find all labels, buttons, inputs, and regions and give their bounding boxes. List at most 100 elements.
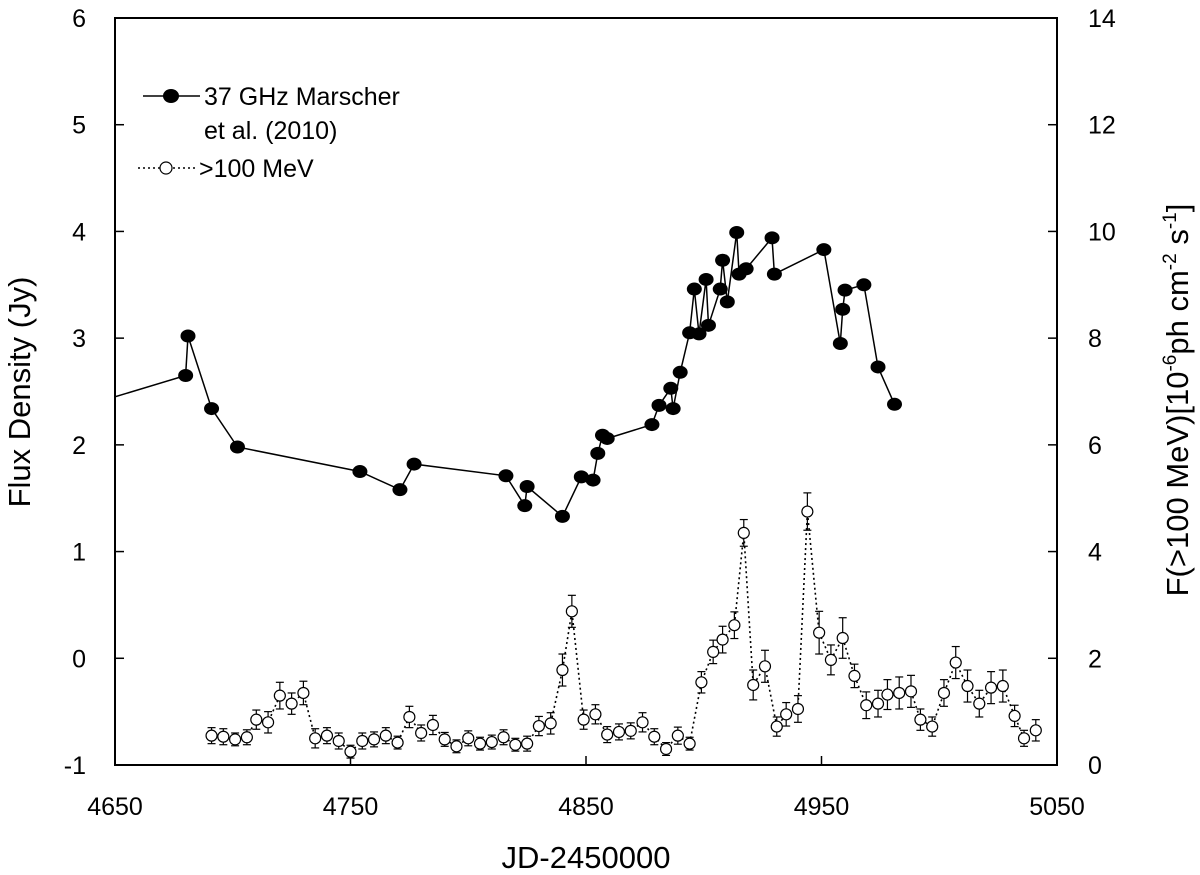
- gamma-point: [217, 730, 230, 743]
- axis-ticks: [114, 17, 1058, 766]
- radio-point: [729, 225, 745, 239]
- gamma-point: [309, 732, 322, 745]
- gamma-point: [836, 631, 849, 645]
- gamma-point: [532, 719, 546, 733]
- right-tick-label: 14: [1088, 5, 1116, 33]
- right-axis-title: F(>100 MeV)[10-6ph cm-2 s-1]: [1160, 204, 1195, 597]
- radio-point: [665, 402, 681, 416]
- radio-point: [686, 282, 702, 296]
- gamma-point: [391, 736, 404, 749]
- gamma-point: [904, 685, 918, 698]
- gamma-point: [648, 730, 661, 743]
- right-tick-label: 10: [1088, 218, 1116, 246]
- radio-point: [816, 243, 832, 257]
- gamma-point: [881, 688, 894, 701]
- gamma-point: [824, 653, 838, 666]
- gamma-point: [1017, 732, 1031, 745]
- gamma-point: [871, 697, 885, 710]
- gamma-point: [240, 731, 253, 744]
- gamma-point: [949, 656, 962, 669]
- gamma-point: [521, 737, 534, 750]
- legend-radio-label-1: 37 GHz Marscher: [204, 83, 400, 111]
- gamma-point: [659, 742, 673, 756]
- gamma-point: [356, 734, 369, 748]
- right-tick-label: 4: [1088, 539, 1102, 567]
- legend-gamma-label: >100 MeV: [199, 155, 314, 183]
- radio-point: [352, 465, 368, 479]
- gamma-point: [450, 740, 463, 753]
- gamma-point: [893, 686, 906, 700]
- left-tick-label: -1: [64, 752, 86, 780]
- gamma-point: [707, 645, 720, 658]
- gamma-point: [229, 733, 242, 746]
- gamma-point: [1008, 709, 1021, 723]
- right-axis-title-part2: ph cm: [1160, 270, 1195, 354]
- gamma-point: [612, 725, 626, 739]
- gamma-point: [860, 699, 873, 712]
- radio-point: [870, 360, 886, 374]
- gamma-point: [344, 745, 357, 758]
- radio-point: [837, 283, 853, 297]
- gamma-point: [1029, 724, 1042, 737]
- gamma-point: [780, 708, 793, 721]
- radio-point: [180, 329, 196, 343]
- gamma-point: [320, 729, 334, 742]
- radio-point: [651, 398, 667, 412]
- gamma-point: [589, 708, 602, 721]
- radio-point: [229, 440, 245, 454]
- radio-point: [856, 278, 872, 292]
- x-tick-label: 4750: [323, 793, 379, 821]
- gamma-point: [961, 679, 974, 693]
- gamma-point: [671, 729, 684, 742]
- gamma-point: [636, 716, 649, 729]
- gamma-point: [577, 713, 590, 726]
- radio-point: [712, 282, 728, 296]
- gamma-point: [716, 633, 729, 646]
- right-tick-label: 2: [1088, 645, 1102, 673]
- radio-point: [663, 381, 679, 395]
- radio-point: [498, 469, 514, 483]
- gamma-point: [937, 686, 951, 700]
- radio-point: [835, 302, 851, 316]
- radio-point: [204, 402, 220, 416]
- left-axis-title: Flux Density (Jy): [2, 277, 37, 508]
- radio-point: [738, 262, 754, 276]
- gamma-point: [497, 731, 510, 744]
- radio-point: [644, 418, 660, 432]
- gamma-ray-series: [205, 492, 1042, 759]
- radio-point: [554, 509, 570, 523]
- gamma-point: [848, 669, 861, 682]
- gamma-point: [770, 720, 783, 733]
- radio-point: [672, 365, 688, 379]
- radio-point: [700, 318, 716, 332]
- gamma-point: [791, 702, 805, 716]
- left-tick-label: 6: [72, 5, 86, 33]
- radio-point: [764, 231, 780, 245]
- radio-point: [517, 499, 533, 513]
- left-tick-label: 2: [72, 432, 86, 460]
- legend-gamma-marker: [159, 161, 173, 175]
- radio-point: [590, 446, 606, 460]
- gamma-point: [973, 697, 986, 710]
- gamma-point: [297, 686, 310, 700]
- x-axis-title: JD-2450000: [502, 840, 671, 875]
- right-axis-title-exp2: -2: [1160, 253, 1181, 270]
- right-axis-tick-labels: 0 2 4 6 8 10 12 14: [1088, 5, 1116, 780]
- x-tick-label: 4850: [558, 793, 614, 821]
- gamma-ray-line: [211, 511, 1037, 753]
- radio-point: [887, 397, 903, 411]
- gamma-point: [683, 737, 696, 750]
- gamma-point: [415, 726, 428, 740]
- x-tick-label: 4650: [87, 793, 143, 821]
- gamma-point: [556, 663, 569, 677]
- radio-point: [698, 272, 714, 286]
- radio-point: [406, 457, 422, 471]
- gamma-point: [984, 681, 998, 694]
- radio-point: [519, 479, 535, 493]
- right-axis-title-part1: F(>100 MeV)[10: [1160, 372, 1195, 597]
- right-axis-title-part4: ]: [1160, 204, 1195, 213]
- gamma-point: [285, 697, 298, 710]
- gamma-point: [565, 605, 578, 618]
- gamma-point: [624, 724, 637, 737]
